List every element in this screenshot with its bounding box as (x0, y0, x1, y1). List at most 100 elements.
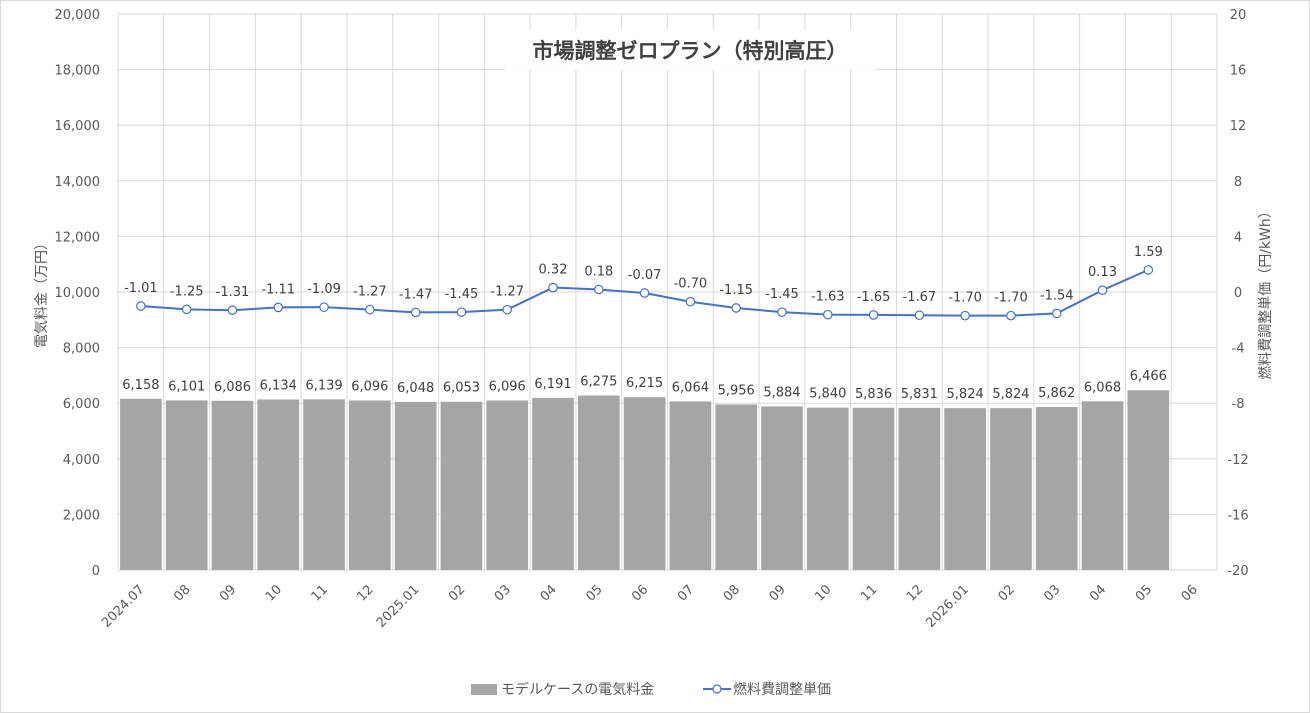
x-tick-label: 08 (721, 582, 743, 604)
bar-data-label: 6,134 (260, 378, 297, 393)
bar-data-label: 6,215 (626, 376, 663, 391)
line-marker (685, 296, 696, 307)
line-marker (777, 307, 787, 317)
line-marker (181, 304, 192, 315)
y-left-tick-label: 0 (92, 564, 100, 579)
line-marker (227, 305, 238, 316)
line-data-label: 0.13 (1088, 265, 1117, 280)
bar (1035, 407, 1078, 570)
right-axis: -20 -16 -12 -8 -4 0 4 8 12 16 20 (1227, 8, 1248, 579)
title-background (505, 30, 875, 70)
bar (852, 407, 895, 570)
x-tick-label: 11 (858, 582, 880, 604)
line-data-label: 0.32 (539, 263, 568, 278)
line-marker (1006, 310, 1016, 321)
x-tick-label: 08 (171, 582, 193, 604)
bar (806, 407, 849, 570)
x-tick-label: 09 (767, 582, 789, 604)
legend-line-marker (712, 684, 722, 694)
y-right-tick-label: 4 (1234, 230, 1242, 245)
y-axis-left-label: 電気料金（万円） (34, 236, 50, 348)
bar-data-label: 6,275 (580, 375, 617, 390)
line-data-label: -0.70 (674, 277, 708, 292)
bar (1127, 390, 1170, 570)
line-marker (365, 304, 375, 315)
bar (394, 401, 437, 570)
y-right-tick-label: 16 (1230, 64, 1247, 79)
bar-data-label: 5,831 (901, 387, 938, 402)
bar (486, 400, 529, 570)
line-marker (1097, 285, 1108, 295)
line-marker (273, 302, 284, 313)
y-left-tick-label: 8,000 (63, 342, 100, 357)
bar (990, 408, 1032, 570)
line-data-labels: -1.01 -1.25 -1.31 -1.11 -1.09 -1.27 -1.47 -1.45… (124, 245, 1163, 306)
bar (898, 407, 941, 570)
x-tick-label: 02 (446, 582, 468, 604)
line-data-label: -1.54 (1040, 288, 1074, 303)
line-data-label: -0.07 (628, 268, 662, 283)
bar-data-label: 6,101 (168, 379, 205, 394)
line-data-label: -1.65 (857, 290, 891, 305)
x-tick-label: 07 (675, 582, 697, 604)
line-data-label: -1.63 (811, 290, 845, 305)
line-marker (639, 288, 650, 298)
bar-data-label: 5,862 (1038, 386, 1075, 401)
bar (257, 399, 300, 570)
y-right-tick-label: -20 (1227, 564, 1248, 579)
x-tick-label: 05 (583, 582, 605, 604)
y-left-tick-label: 18,000 (55, 64, 101, 79)
bar-data-label: 6,048 (397, 381, 434, 396)
line-data-label: -1.25 (170, 284, 204, 299)
line-marker (548, 282, 558, 293)
left-axis: 0 2,000 4,000 6,000 8,000 10,000 12,000 14,000 1… (55, 8, 101, 579)
line-data-label: -1.70 (948, 291, 982, 306)
x-tick-label: 03 (1041, 582, 1063, 604)
line-marker (594, 284, 604, 295)
bar (165, 400, 208, 570)
chart-title-group: 市場調整ゼロプラン（特別高圧） (505, 30, 875, 70)
line-marker (456, 307, 467, 317)
x-tick-label: 2024.07 (99, 582, 148, 631)
y-right-tick-label: -4 (1232, 342, 1245, 357)
x-tick-label: 12 (354, 582, 376, 604)
line-marker (1051, 308, 1062, 319)
y-right-tick-label: 0 (1234, 286, 1242, 301)
line-marker (731, 303, 741, 313)
y-right-tick-label: 12 (1230, 119, 1247, 134)
bar (440, 401, 483, 570)
line-data-label: -1.45 (765, 287, 799, 302)
legend: モデルケースの電気料金 燃料費調整単価 (471, 681, 831, 698)
y-right-tick-label: 8 (1234, 175, 1242, 190)
line-marker (136, 301, 146, 311)
y-right-tick-label: -12 (1227, 453, 1248, 468)
y-left-tick-label: 16,000 (55, 119, 101, 134)
x-tick-label: 09 (217, 582, 239, 604)
bar (944, 408, 986, 570)
line-data-label: -1.45 (445, 287, 479, 302)
bar-data-label: 6,191 (534, 377, 571, 392)
bar-data-labels: 6,158 6,101 6,086 6,134 6,139 6,096 6,048 6,053… (122, 369, 1167, 402)
y-left-tick-label: 2,000 (63, 508, 100, 523)
line-marker (410, 307, 421, 318)
legend-line-label: 燃料費調整単価 (733, 681, 831, 698)
line-marker (1143, 265, 1154, 275)
bar-data-label: 5,824 (947, 387, 984, 402)
y-right-tick-label: 20 (1230, 8, 1247, 23)
bar-data-label: 6,139 (305, 378, 342, 393)
x-tick-label: 02 (995, 582, 1017, 604)
y-left-tick-label: 6,000 (63, 397, 100, 412)
legend-bar-label: モデルケースの電気料金 (501, 681, 654, 698)
line-marker (502, 304, 513, 315)
bar (532, 397, 574, 570)
line-data-label: 1.59 (1134, 245, 1163, 260)
legend-bar-swatch (471, 684, 497, 695)
bar-series (120, 390, 1170, 570)
bar-data-label: 5,840 (809, 387, 846, 402)
bar-data-label: 6,086 (214, 380, 251, 395)
line-data-label: -1.27 (490, 285, 524, 300)
line-marker (868, 310, 879, 320)
bar (349, 400, 391, 570)
y-left-tick-label: 20,000 (55, 8, 101, 23)
